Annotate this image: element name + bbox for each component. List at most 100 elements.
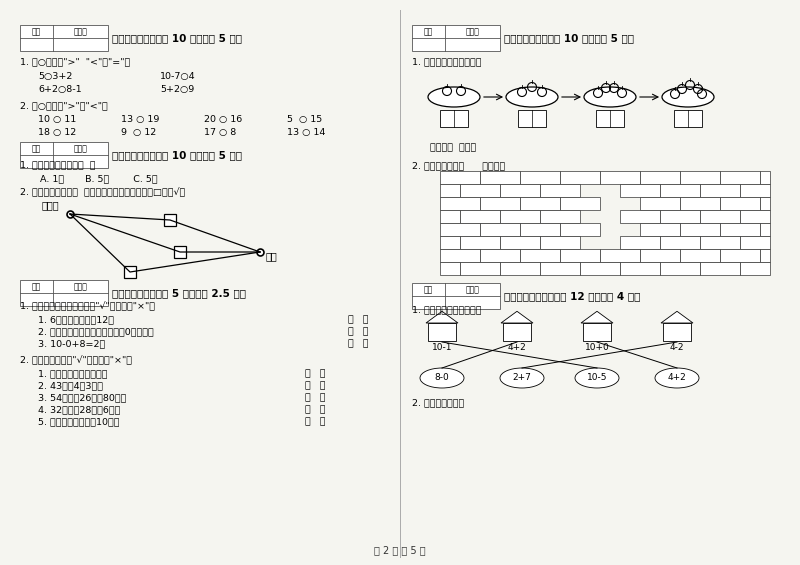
Bar [560,249,600,262]
Bar [520,171,560,184]
Text: 1. 在○里填上">"  "<"或"="。: 1. 在○里填上">" "<"或"="。 [20,57,130,66]
Text: 学校: 学校 [266,251,278,261]
Text: 得分: 得分 [424,27,434,36]
Ellipse shape [662,87,714,107]
Text: （   ）: （ ） [305,369,326,378]
Bar [720,197,760,210]
Bar [660,210,700,223]
Text: 2. 在○里填上">"或"<"。: 2. 在○里填上">"或"<"。 [20,101,108,110]
Bar [440,236,460,249]
Text: 2. 看图解决问题。: 2. 看图解决问题。 [412,398,464,407]
Bar [520,197,560,210]
Text: 17 ○ 8: 17 ○ 8 [204,128,236,137]
Text: 5○3+2: 5○3+2 [38,72,72,81]
Bar [480,249,520,262]
Text: 得分: 得分 [424,285,434,294]
Text: （   ）: （ ） [305,417,326,426]
Text: 10-7○4: 10-7○4 [160,72,196,81]
Bar [700,184,740,197]
Bar [460,210,500,223]
Bar [460,262,500,275]
Bar [720,223,760,236]
Text: 评卷人: 评卷人 [466,285,480,294]
Bar [500,262,540,275]
Bar [480,223,520,236]
Bar [620,184,660,197]
Ellipse shape [500,368,544,388]
Text: 10-1: 10-1 [432,343,452,352]
Bar [620,210,660,223]
Bar [440,262,460,275]
Text: 4+2: 4+2 [668,373,686,383]
Text: （   ）: （ ） [305,405,326,414]
Text: 第 2 页 共 5 页: 第 2 页 共 5 页 [374,545,426,555]
Bar [760,223,770,236]
Text: 1. 6时整，分针指向12。: 1. 6时整，分针指向12。 [38,315,114,324]
Text: 四、选一选（本题共 10 分，每题 5 分）: 四、选一选（本题共 10 分，每题 5 分） [112,150,242,160]
Bar [660,236,700,249]
Bar [440,210,460,223]
Bar [540,262,580,275]
Bar [520,249,560,262]
Bar [600,249,640,262]
Text: 1. 最小的人民币值是（  ）: 1. 最小的人民币值是（ ） [20,160,95,169]
Bar [620,262,660,275]
Bar [520,223,560,236]
Bar [540,210,580,223]
Bar [583,323,611,341]
Bar [174,246,186,258]
Text: （   ）: （ ） [305,381,326,390]
Bar [640,223,680,236]
Bar [640,171,680,184]
Bar [660,262,700,275]
Text: 评卷人: 评卷人 [74,282,88,291]
Text: 1. 下面的说法对吗，对的打"√"，错的打"×"。: 1. 下面的说法对吗，对的打"√"，错的打"×"。 [20,302,155,311]
Text: 2. 43分是4角3分。: 2. 43分是4角3分。 [38,381,103,390]
Text: 5+2○9: 5+2○9 [160,85,194,94]
Polygon shape [581,311,613,323]
Bar [20,25,108,51]
Bar [700,236,740,249]
Text: 4-2: 4-2 [670,343,684,352]
Text: 1. 最小人民币币值是角。: 1. 最小人民币币值是角。 [38,369,107,378]
Bar [640,197,680,210]
Text: 13 ○ 14: 13 ○ 14 [287,128,326,137]
Bar [440,197,480,210]
Bar [660,184,700,197]
Text: 1. 对号入座（连一连）。: 1. 对号入座（连一连）。 [412,305,482,314]
Bar [500,210,540,223]
Bar [560,197,600,210]
Text: 2+7: 2+7 [513,373,531,383]
Bar [500,236,540,249]
Text: 每次多（  ）个。: 每次多（ ）个。 [430,143,476,152]
Bar [440,249,480,262]
Ellipse shape [575,368,619,388]
Bar [760,197,770,210]
Text: 三、我会比（本题共 10 分，每题 5 分）: 三、我会比（本题共 10 分，每题 5 分） [112,33,242,43]
Bar [680,171,720,184]
Bar [560,223,600,236]
Bar [760,249,770,262]
Bar [680,197,720,210]
Text: 6+2○8-1: 6+2○8-1 [38,85,82,94]
Ellipse shape [584,87,636,107]
Bar [540,236,580,249]
Bar [412,25,500,51]
Text: 8-0: 8-0 [434,373,450,383]
Text: 2. 盘里一个苹果也没有，可以用0来表示。: 2. 盘里一个苹果也没有，可以用0来表示。 [38,327,154,336]
Bar [20,142,108,168]
Bar [700,210,740,223]
Text: 小明家: 小明家 [42,200,60,210]
Polygon shape [661,311,693,323]
Bar [164,214,176,226]
Bar [440,223,480,236]
Bar [124,266,136,278]
Bar [460,236,500,249]
Text: 10+0: 10+0 [585,343,610,352]
Text: 5  ○ 15: 5 ○ 15 [287,115,322,124]
Bar [480,197,520,210]
Bar [740,210,770,223]
Text: 得分: 得分 [32,27,42,36]
Bar [540,184,580,197]
Bar [500,184,540,197]
